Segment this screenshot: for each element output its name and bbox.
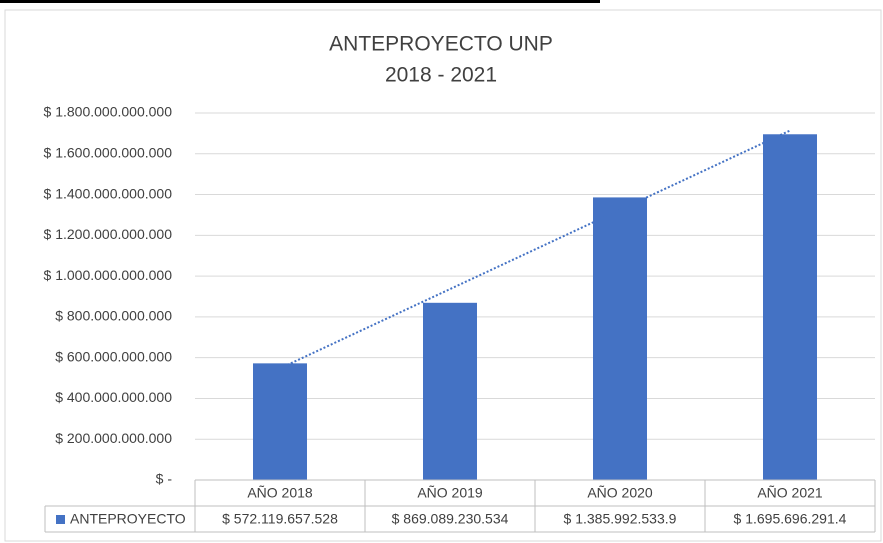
- legend-label: ANTEPROYECTO: [70, 511, 186, 527]
- bar: [763, 134, 817, 481]
- chart-subtitle: 2018 - 2021: [385, 64, 497, 87]
- y-tick-label: $ 1.800.000.000.000: [44, 104, 173, 120]
- x-tick-label: AÑO 2019: [417, 485, 483, 501]
- x-tick-label: AÑO 2018: [247, 485, 313, 501]
- trendline: [279, 129, 791, 370]
- y-tick-label: $ 1.400.000.000.000: [44, 185, 173, 201]
- value-label: $ 572.119.657.528: [222, 511, 338, 527]
- bar: [253, 363, 307, 480]
- legend-swatch: [56, 515, 65, 524]
- chart-title: ANTEPROYECTO UNP: [329, 33, 553, 56]
- value-label: $ 1.385.992.533.9: [564, 511, 677, 527]
- top-strip: [0, 0, 600, 3]
- bar: [593, 197, 647, 480]
- y-tick-label: $ 1.000.000.000.000: [44, 267, 173, 283]
- y-tick-label: $ 400.000.000.000: [55, 389, 172, 405]
- value-label: $ 869.089.230.534: [392, 511, 509, 527]
- chart-border: [4, 9, 882, 542]
- x-tick-label: AÑO 2021: [757, 485, 823, 501]
- y-tick-label: $ 600.000.000.000: [55, 348, 172, 364]
- bar: [423, 302, 477, 480]
- y-tick-label: $ 200.000.000.000: [55, 430, 172, 446]
- y-tick-label: $ -: [156, 471, 173, 487]
- y-tick-label: $ 1.200.000.000.000: [44, 226, 173, 242]
- x-tick-label: AÑO 2020: [587, 485, 653, 501]
- y-tick-label: $ 800.000.000.000: [55, 308, 172, 324]
- y-tick-label: $ 1.600.000.000.000: [44, 144, 173, 160]
- value-label: $ 1.695.696.291.4: [734, 511, 847, 527]
